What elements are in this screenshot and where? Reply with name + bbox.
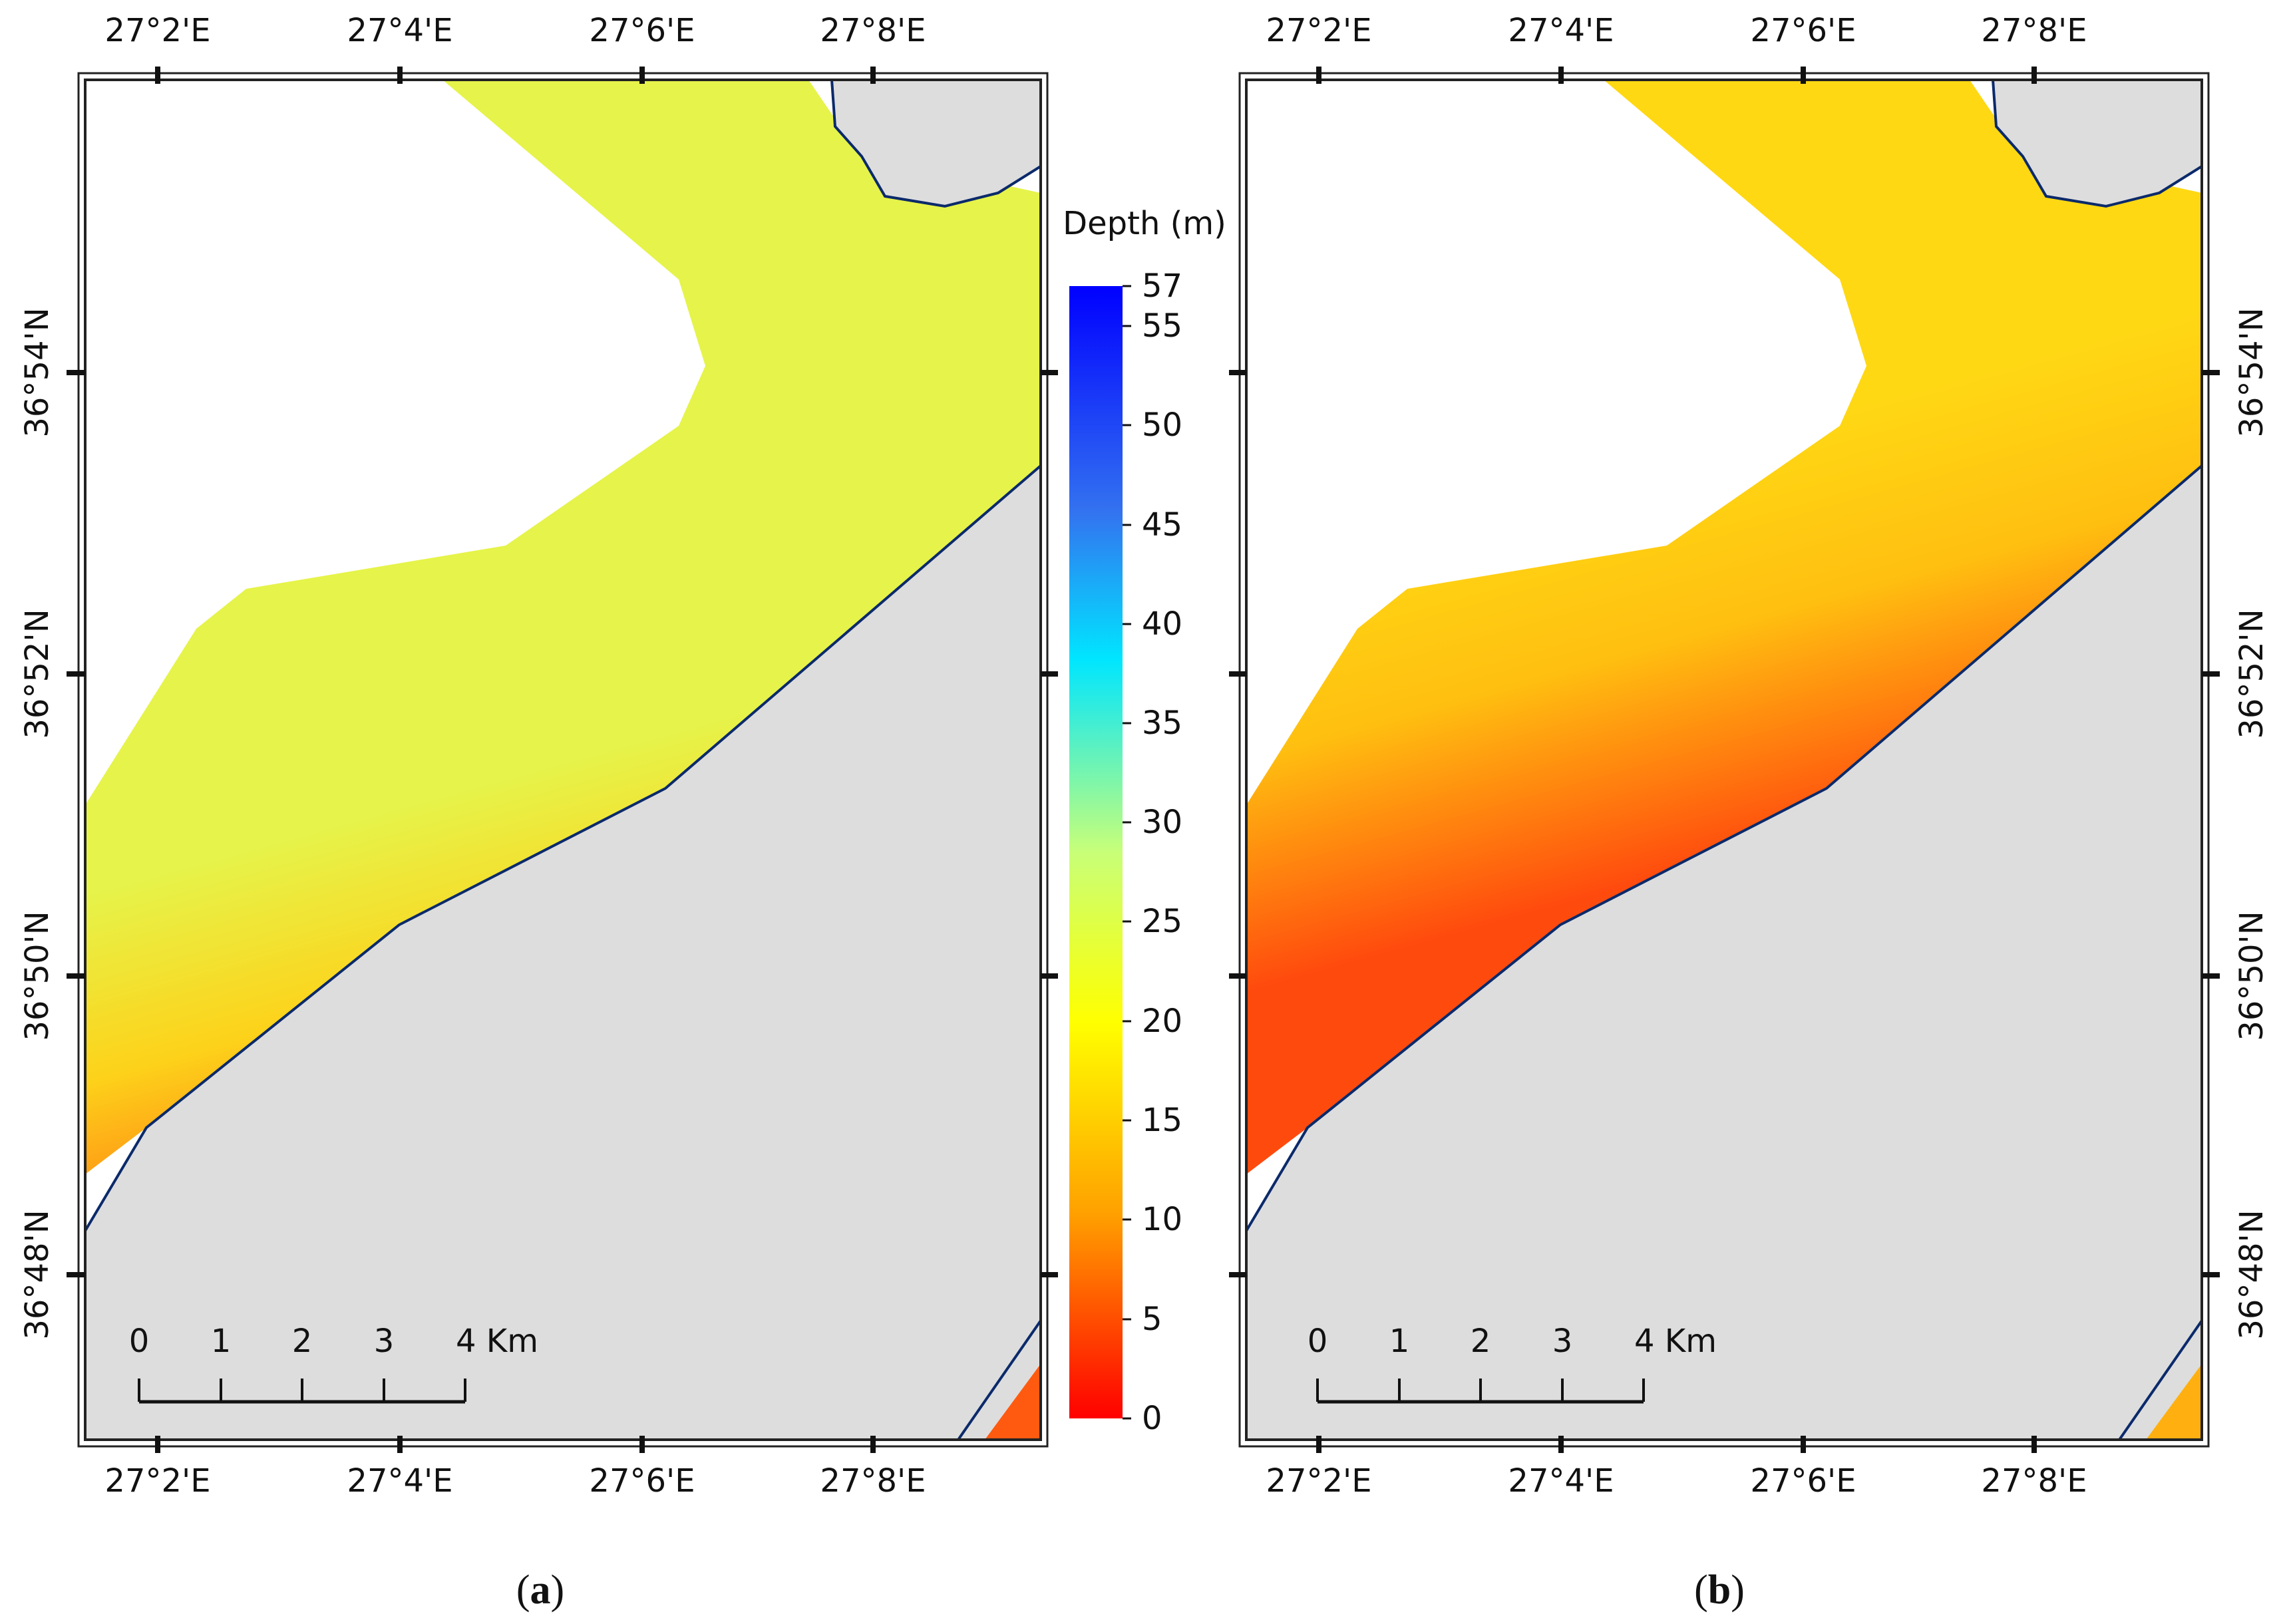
legend-tick: 5: [1142, 1301, 1162, 1338]
legend-tick: 30: [1142, 804, 1182, 841]
land-mainland: [85, 466, 1041, 1440]
legend-tick: 15: [1142, 1102, 1182, 1139]
x-tick-label-bottom: 27°4'E: [1508, 1462, 1614, 1500]
y-tick-label: 36°54'N: [19, 307, 56, 437]
x-axis-ticks: [1316, 67, 2037, 1453]
legend-tick: 55: [1142, 307, 1182, 345]
x-axis-ticks: [155, 67, 876, 1453]
panel-caption: (b): [1694, 1567, 1745, 1613]
scale-label: 4 Km: [1634, 1323, 1717, 1360]
map-area: [77, 72, 1049, 1448]
x-tick-label-bottom: 27°6'E: [1750, 1462, 1856, 1500]
legend-tick: 0: [1142, 1400, 1162, 1437]
colorbar-ticks: [1123, 285, 1131, 1420]
coastline: [1245, 464, 2203, 1232]
y-axis-ticks: [67, 370, 1058, 1277]
map-area: [1238, 72, 2210, 1448]
map-frame: [84, 79, 1042, 1441]
legend-tick: 57: [1142, 267, 1182, 305]
scale-label: 4 Km: [456, 1323, 538, 1360]
water-depth-area: [1246, 80, 2202, 1174]
x-tick-label-top: 27°4'E: [347, 12, 452, 49]
x-tick-label-top: 27°8'E: [820, 12, 926, 49]
x-tick-label-top: 27°2'E: [1266, 12, 1371, 49]
scale-label: 3: [374, 1323, 395, 1360]
legend-tick: 40: [1142, 605, 1182, 643]
y-tick-label: 36°50'N: [19, 911, 56, 1041]
caption-letter: a: [530, 1567, 551, 1613]
x-tick-label-bottom: 27°8'E: [820, 1462, 926, 1500]
x-tick-label-top: 27°6'E: [589, 12, 695, 49]
scale-label: 0: [1308, 1323, 1328, 1360]
scale-label: 2: [1471, 1323, 1491, 1360]
legend-tick: 25: [1142, 903, 1182, 940]
x-tick-label-top: 27°4'E: [1508, 12, 1614, 49]
scale-label: 1: [1389, 1323, 1410, 1360]
y-axis-ticks: [1229, 370, 2220, 1277]
caption-letter: b: [1708, 1567, 1731, 1613]
scale-bar: 0 1 2 3 4 Km: [129, 1323, 538, 1404]
water-corner: [2146, 1364, 2202, 1440]
x-tick-label-bottom: 27°4'E: [347, 1462, 452, 1500]
legend-tick: 35: [1142, 705, 1182, 742]
x-tick-label-bottom: 27°8'E: [1981, 1462, 2087, 1500]
depth-legend: Depth (m) 57 55 50 45 40 35 30 25 20 15 …: [1063, 205, 1226, 1437]
legend-tick: 20: [1142, 1003, 1182, 1040]
coastline: [84, 464, 1042, 1232]
x-tick-label-top: 27°2'E: [104, 12, 210, 49]
colorbar: [1069, 286, 1123, 1418]
x-tick-label-bottom: 27°6'E: [589, 1462, 695, 1500]
x-tick-label-bottom: 27°2'E: [104, 1462, 210, 1500]
y-tick-label: 36°52'N: [19, 609, 56, 738]
map-panel-a: 27°2'E 27°4'E 27°6'E 27°8'E 27°2'E 27°4'…: [19, 12, 1058, 1613]
scale-label: 2: [292, 1323, 313, 1360]
y-tick-label: 36°48'N: [19, 1210, 56, 1339]
x-tick-label-bottom: 27°2'E: [1266, 1462, 1371, 1500]
panel-caption: (a): [516, 1567, 564, 1613]
y-tick-label: 36°48'N: [2233, 1210, 2270, 1339]
y-tick-label: 36°54'N: [2233, 307, 2270, 437]
water-depth-area: [85, 80, 1041, 1174]
scale-label: 0: [129, 1323, 150, 1360]
scale-label: 1: [211, 1323, 232, 1360]
x-tick-label-top: 27°6'E: [1750, 12, 1856, 49]
land-mainland: [1246, 466, 2202, 1440]
water-corner: [985, 1364, 1041, 1440]
legend-tick: 45: [1142, 506, 1182, 544]
legend-title: Depth (m): [1063, 205, 1226, 242]
map-frame: [1245, 79, 2203, 1441]
legend-tick: 10: [1142, 1201, 1182, 1238]
y-tick-label: 36°50'N: [2233, 911, 2270, 1041]
y-tick-label: 36°52'N: [2233, 609, 2270, 738]
map-panel-b: 27°2'E 27°4'E 27°6'E 27°8'E 27°2'E 27°4'…: [1229, 12, 2270, 1613]
scale-bar: 0 1 2 3 4 Km: [1308, 1323, 1717, 1404]
legend-tick: 50: [1142, 406, 1182, 444]
x-tick-label-top: 27°8'E: [1981, 12, 2087, 49]
scale-label: 3: [1552, 1323, 1573, 1360]
